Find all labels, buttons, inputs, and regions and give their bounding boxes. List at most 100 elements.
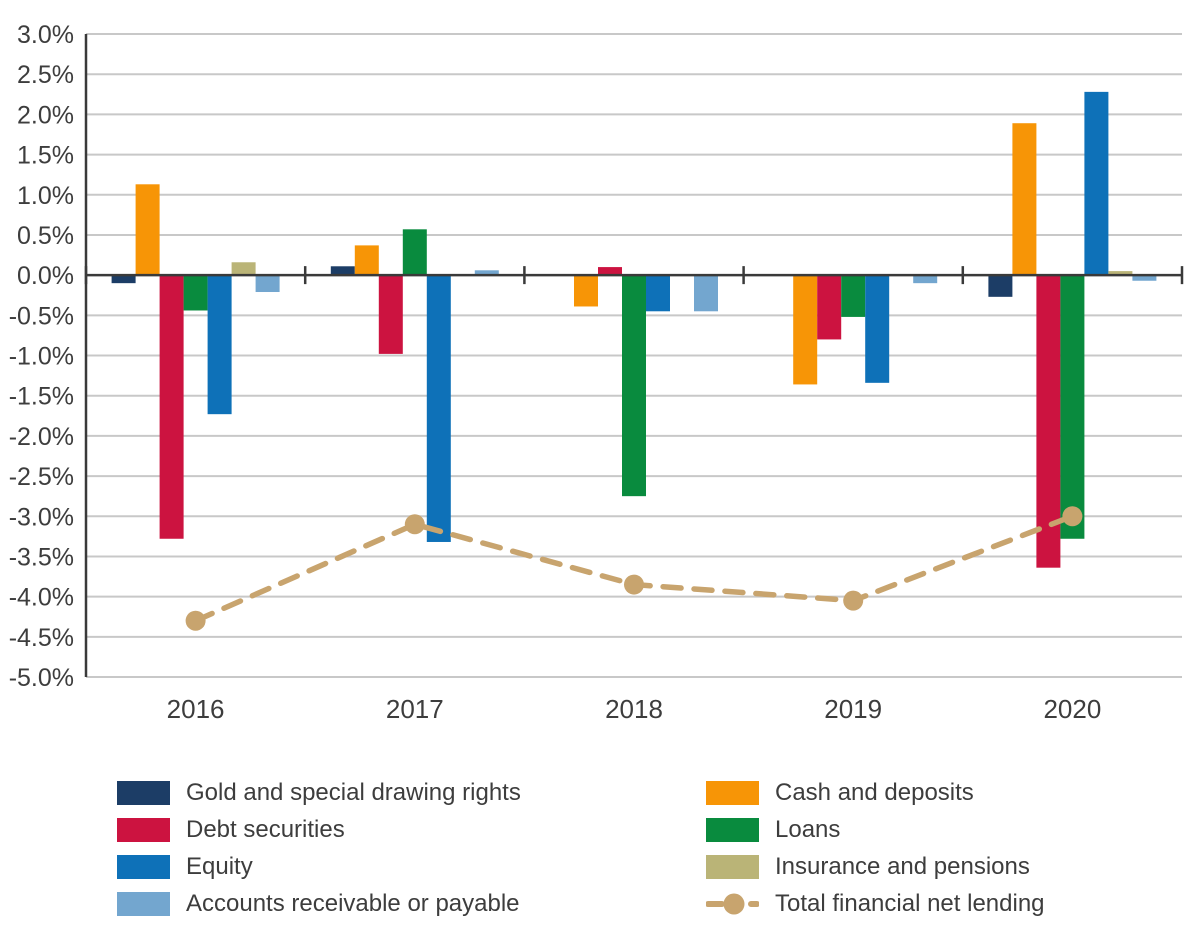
x-tick-label-2020: 2020 (1043, 694, 1101, 724)
net-lending-point-2018 (624, 574, 644, 595)
bar-loans-2019 (841, 275, 866, 317)
y-tick-label: 3.0% (17, 21, 74, 49)
series-loans (183, 229, 1085, 539)
legend-swatch-debt-securities (117, 818, 170, 842)
legend-swatch-equity (117, 855, 170, 879)
line-marker-icon (706, 893, 759, 915)
bar-equity-2020 (1084, 91, 1109, 276)
legend-item-loans: Loans (706, 818, 1045, 842)
net-lending-line (185, 506, 1083, 631)
series-equity (207, 91, 1109, 542)
series-cash-and-deposits (135, 123, 1037, 385)
y-tick-label: -1.5% (9, 383, 74, 411)
bar-debt-securities-2016 (159, 275, 184, 539)
series-gold-and-special-drawing-rights (111, 266, 1013, 297)
legend-item-insurance-and-pensions: Insurance and pensions (706, 855, 1045, 879)
bar-gold-and-special-drawing-rights-2017 (330, 266, 355, 276)
net-lending-point-2017 (404, 514, 425, 535)
bar-insurance-and-pensions-2016 (231, 262, 256, 276)
bar-loans-2020 (1060, 275, 1085, 539)
legend-swatch-insurance-and-pensions (706, 855, 759, 879)
bar-equity-2017 (426, 275, 451, 542)
y-tick-label: 1.0% (17, 182, 74, 210)
legend-label-equity: Equity (186, 853, 253, 880)
series-debt-securities (159, 267, 1061, 568)
legend-swatch-cash-and-deposits (706, 781, 759, 805)
bar-cash-and-deposits-2017 (354, 245, 379, 276)
bar-debt-securities-2019 (817, 275, 842, 340)
axes (84, 34, 1184, 677)
legend-column-left: Gold and special drawing rights Debt secu… (117, 781, 521, 929)
x-axis-labels: 2016 2017 2018 2019 2020 (167, 694, 1102, 724)
bar-gold-and-special-drawing-rights-2020 (988, 275, 1013, 297)
bar-debt-securities-2017 (378, 275, 403, 354)
y-tick-label: -2.5% (9, 463, 74, 491)
legend-swatch-gold-and-special-drawing-rights (117, 781, 170, 805)
legend-item-equity: Equity (117, 855, 521, 879)
legend-item-debt-securities: Debt securities (117, 818, 521, 842)
legend-label-accounts-receivable-or-payable: Accounts receivable or payable (186, 890, 520, 917)
bar-equity-2016 (207, 275, 232, 415)
bar-accounts-receivable-or-payable-2020 (1132, 275, 1157, 281)
y-tick-label: -3.0% (9, 503, 74, 531)
y-tick-label: 2.0% (17, 101, 74, 129)
y-tick-label: 0.5% (17, 222, 74, 250)
net-lending-dashed-path (192, 513, 1076, 624)
bar-cash-and-deposits-2018 (574, 275, 598, 307)
bar-cash-and-deposits-2016 (135, 184, 160, 276)
legend-item-accounts-receivable-or-payable: Accounts receivable or payable (117, 892, 521, 916)
y-tick-label: -1.0% (9, 343, 74, 371)
y-tick-label: -5.0% (9, 664, 74, 692)
net-lending-point-2020 (1062, 506, 1083, 527)
y-axis-labels: 3.0% 2.5% 2.0% 1.5% 1.0% 0.5% 0.0% -0.5% -1.0% -1… (9, 21, 74, 692)
y-tick-label: 1.5% (17, 142, 74, 170)
y-tick-label: -0.5% (9, 302, 74, 330)
legend-label-cash-and-deposits: Cash and deposits (775, 779, 974, 806)
net-lending-point-2019 (843, 590, 864, 611)
y-tick-label: 2.5% (17, 61, 74, 89)
legend-label-debt-securities: Debt securities (186, 816, 345, 843)
legend-swatch-accounts-receivable-or-payable (117, 892, 170, 916)
bar-cash-and-deposits-2020 (1012, 123, 1037, 276)
net-lending-point-2016 (185, 610, 206, 631)
legend-label-gold-and-special-drawing-rights: Gold and special drawing rights (186, 779, 521, 806)
bar-equity-2018 (646, 275, 670, 312)
series-insurance-and-pensions (231, 262, 1133, 276)
plot-area: 3.0% 2.5% 2.0% 1.5% 1.0% 0.5% 0.0% -0.5% -1.0% -1… (9, 21, 1184, 724)
legend-item-gold-and-special-drawing-rights: Gold and special drawing rights (117, 781, 521, 805)
bar-loans-2018 (622, 275, 646, 497)
y-tick-label: -3.5% (9, 543, 74, 571)
legend-column-right: Cash and deposits Loans Insurance and pens… (706, 781, 1045, 929)
x-tick-label-2018: 2018 (605, 694, 663, 724)
bar-insurance-and-pensions-2020 (1108, 271, 1133, 276)
legend-item-cash-and-deposits: Cash and deposits (706, 781, 1045, 805)
legend-label-insurance-and-pensions: Insurance and pensions (775, 853, 1030, 880)
bar-loans-2017 (402, 229, 427, 276)
legend-label-total-financial-net-lending: Total financial net lending (775, 890, 1045, 917)
bar-cash-and-deposits-2019 (793, 275, 818, 385)
bar-accounts-receivable-or-payable-2018 (694, 275, 718, 312)
bar-gold-and-special-drawing-rights-2016 (111, 275, 136, 284)
x-tick-label-2019: 2019 (824, 694, 882, 724)
series-accounts-receivable-or-payable (255, 270, 1157, 312)
gridlines (86, 33, 1182, 678)
bars (111, 91, 1157, 568)
bar-accounts-receivable-or-payable-2019 (913, 275, 938, 284)
legend-label-loans: Loans (775, 816, 841, 843)
bar-accounts-receivable-or-payable-2016 (255, 275, 280, 293)
bar-accounts-receivable-or-payable-2017 (474, 270, 499, 276)
x-tick-label-2017: 2017 (386, 694, 444, 724)
bar-loans-2016 (183, 275, 208, 311)
legend-swatch-loans (706, 818, 759, 842)
legend-item-total-financial-net-lending: Total financial net lending (706, 892, 1045, 916)
bar-equity-2019 (865, 275, 890, 383)
bar-debt-securities-2018 (598, 267, 622, 276)
y-tick-label: 0.0% (17, 262, 74, 290)
x-tick-label-2016: 2016 (167, 694, 225, 724)
y-tick-label: -2.0% (9, 423, 74, 451)
y-tick-label: -4.0% (9, 584, 74, 612)
legend-dot-icon (723, 893, 745, 915)
bar-debt-securities-2020 (1036, 275, 1061, 568)
y-tick-label: -4.5% (9, 624, 74, 652)
